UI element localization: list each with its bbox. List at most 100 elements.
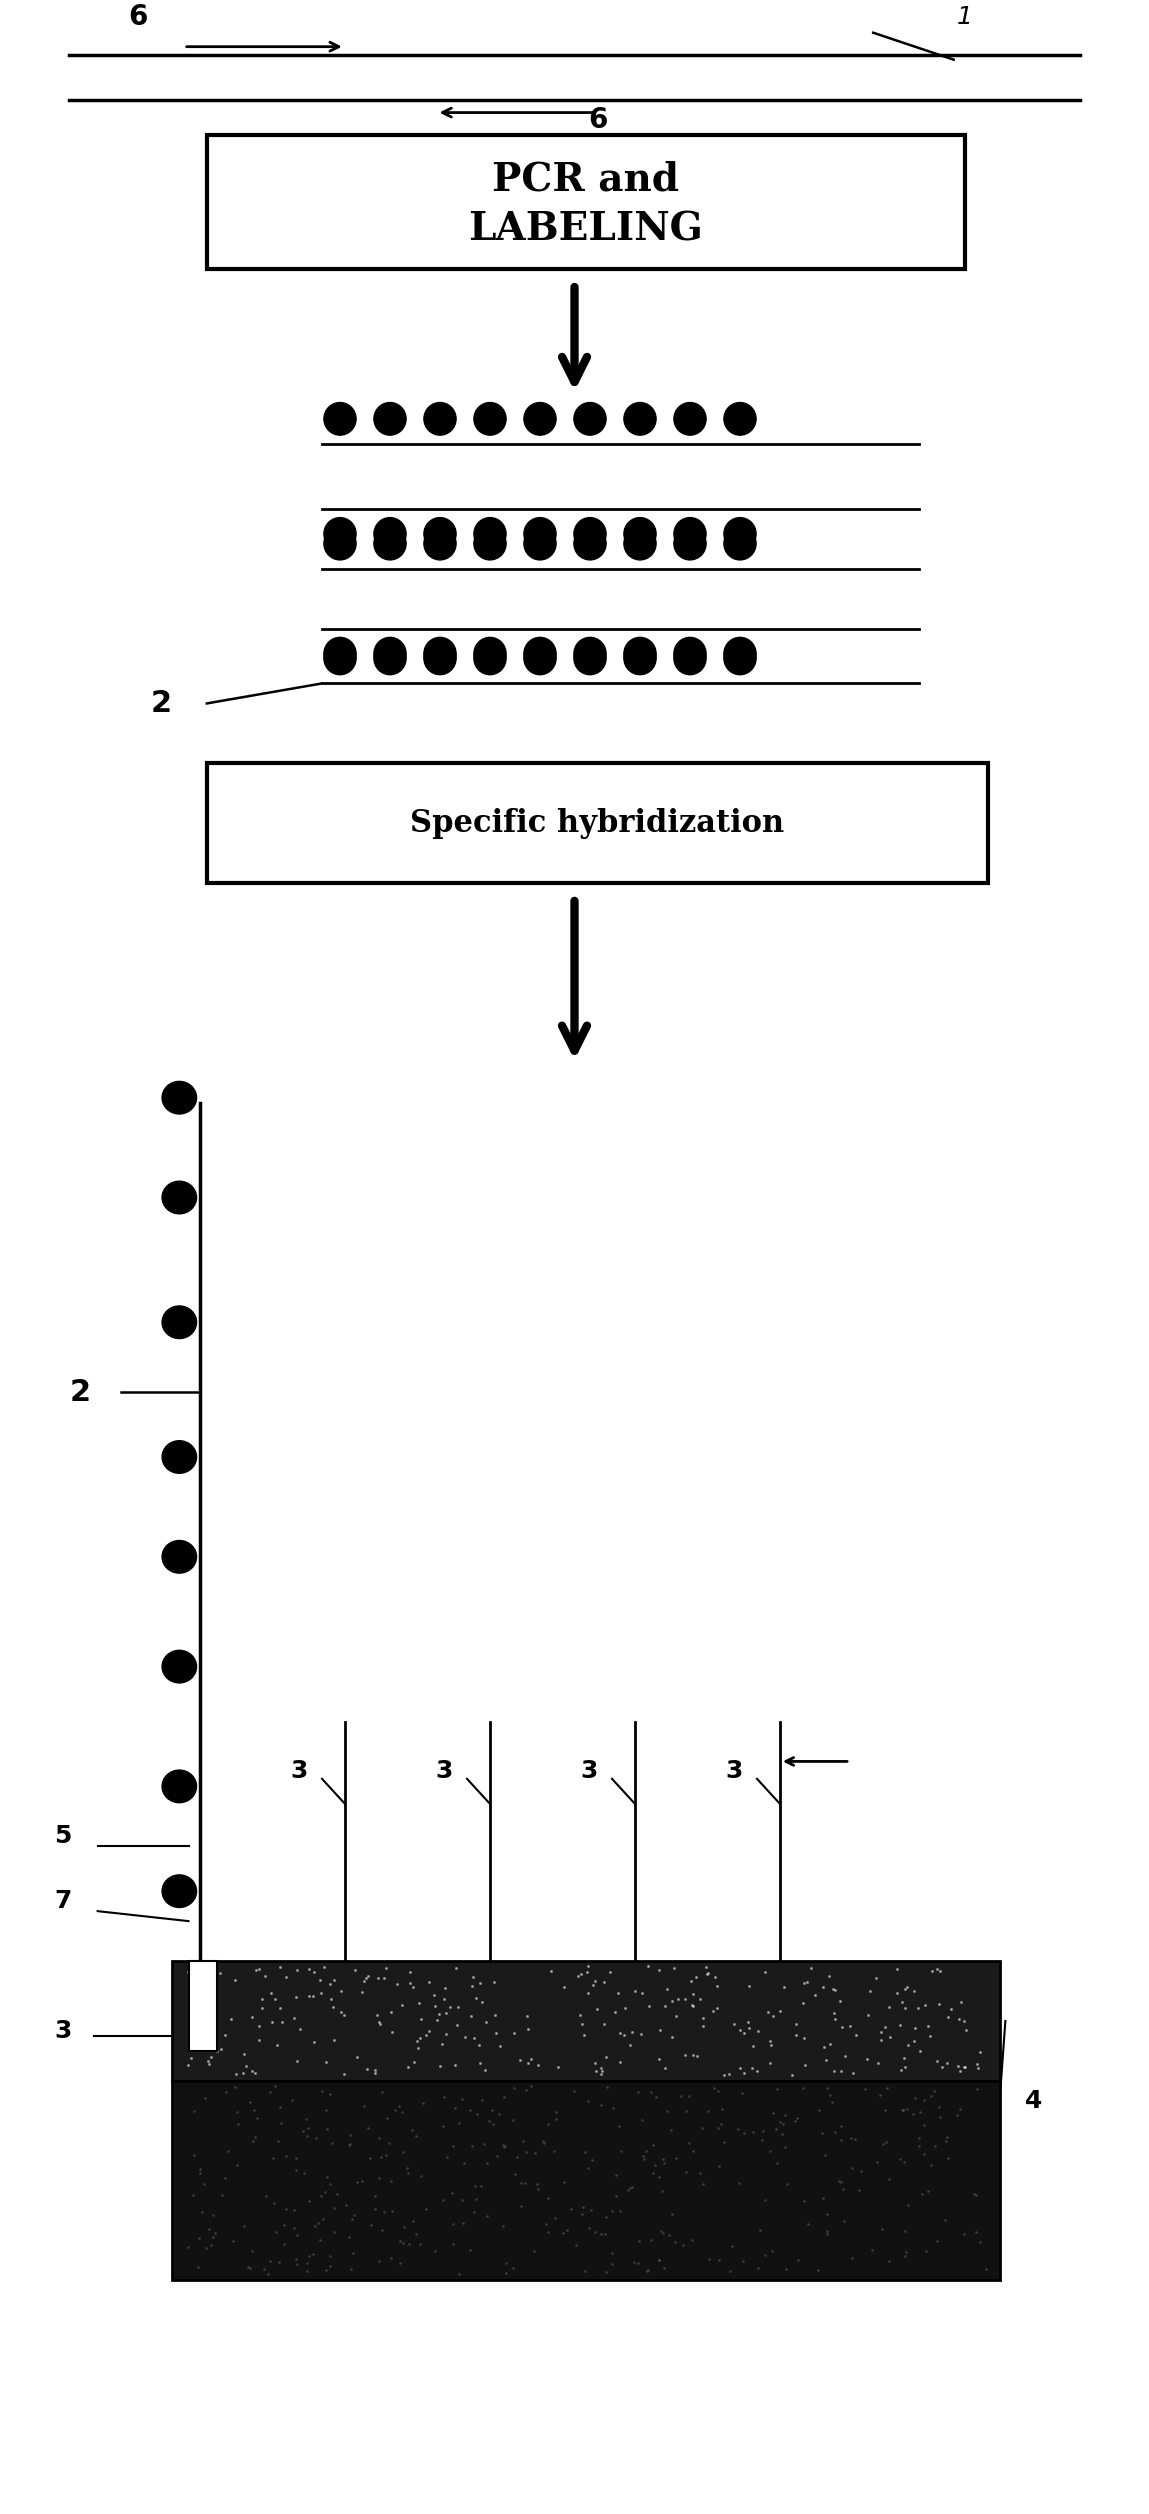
Point [365, 2049, 384, 2089]
Point [190, 2217, 208, 2258]
Point [818, 2069, 836, 2109]
Ellipse shape [473, 518, 506, 551]
Point [358, 1956, 377, 1996]
Point [923, 2077, 941, 2117]
Point [213, 2175, 231, 2215]
Point [300, 2182, 318, 2222]
Point [399, 2046, 417, 2087]
Point [261, 2240, 279, 2280]
Point [224, 2220, 242, 2260]
Point [880, 2240, 899, 2280]
Point [874, 2124, 893, 2165]
Point [663, 2195, 681, 2235]
Point [618, 2170, 637, 2210]
Point [734, 2051, 753, 2092]
Bar [172, 2082, 1000, 2280]
Point [518, 2009, 537, 2049]
Point [663, 2016, 681, 2056]
Point [818, 2210, 836, 2250]
Point [916, 2079, 934, 2119]
Ellipse shape [724, 402, 756, 435]
Point [799, 1961, 817, 2001]
Point [579, 1946, 597, 1986]
Point [686, 1956, 704, 1996]
Point [411, 1999, 430, 2039]
Point [307, 2207, 325, 2248]
Point [287, 2041, 306, 2082]
Point [776, 2094, 794, 2134]
Point [895, 1968, 913, 2009]
Point [650, 1951, 669, 1991]
Point [607, 2175, 625, 2215]
Ellipse shape [524, 641, 556, 674]
Point [318, 2109, 337, 2149]
Point [294, 2112, 313, 2152]
Point [754, 2112, 772, 2152]
Point [955, 2215, 973, 2255]
Point [557, 2210, 576, 2250]
Point [462, 1996, 480, 2036]
Point [447, 2004, 465, 2044]
Point [196, 2079, 215, 2119]
Point [287, 2149, 306, 2190]
Point [856, 2069, 874, 2109]
Point [611, 2190, 630, 2230]
Ellipse shape [424, 641, 456, 674]
Point [549, 2046, 568, 2087]
Point [408, 2021, 426, 2061]
Point [630, 2072, 648, 2112]
Point [275, 2225, 293, 2265]
Point [579, 2147, 597, 2187]
Point [956, 2046, 974, 2087]
Point [894, 2089, 912, 2129]
Ellipse shape [162, 1541, 196, 1574]
Point [295, 2152, 314, 2192]
Point [244, 2122, 262, 2162]
Point [639, 2250, 657, 2290]
Point [905, 1971, 924, 2011]
Point [602, 2232, 620, 2273]
Point [878, 2069, 896, 2109]
Point [321, 2245, 339, 2285]
Point [662, 2109, 680, 2149]
Point [375, 2192, 393, 2232]
Point [647, 2077, 665, 2117]
Point [705, 1956, 724, 1996]
Text: 3: 3 [435, 1760, 453, 1782]
Point [712, 2104, 731, 2144]
Point [372, 2137, 391, 2177]
Point [710, 2144, 728, 2185]
Point [455, 2142, 473, 2182]
Point [211, 1953, 230, 1994]
Point [267, 2212, 285, 2253]
Point [687, 2036, 705, 2077]
Ellipse shape [724, 528, 756, 561]
Point [313, 2177, 331, 2217]
Point [616, 1989, 634, 2029]
Point [771, 2102, 789, 2142]
Point [756, 1951, 774, 1991]
Point [634, 2139, 653, 2180]
Point [353, 1971, 371, 2011]
Point [517, 2132, 535, 2172]
Point [391, 2220, 409, 2260]
Point [411, 2016, 430, 2056]
Point [255, 2250, 273, 2290]
Point [910, 2092, 928, 2132]
Point [322, 1979, 340, 2019]
Point [527, 2165, 546, 2205]
Point [676, 2034, 694, 2074]
Point [300, 1948, 318, 1989]
Point [936, 2122, 955, 2162]
Point [694, 1999, 712, 2039]
Point [710, 2240, 728, 2280]
Point [406, 2041, 424, 2082]
Point [453, 2079, 471, 2119]
Point [939, 2139, 957, 2180]
Point [455, 2016, 473, 2056]
Point [923, 2144, 941, 2185]
Point [880, 2160, 899, 2200]
Point [370, 2157, 388, 2197]
Point [753, 2119, 771, 2160]
Point [640, 1986, 658, 2026]
